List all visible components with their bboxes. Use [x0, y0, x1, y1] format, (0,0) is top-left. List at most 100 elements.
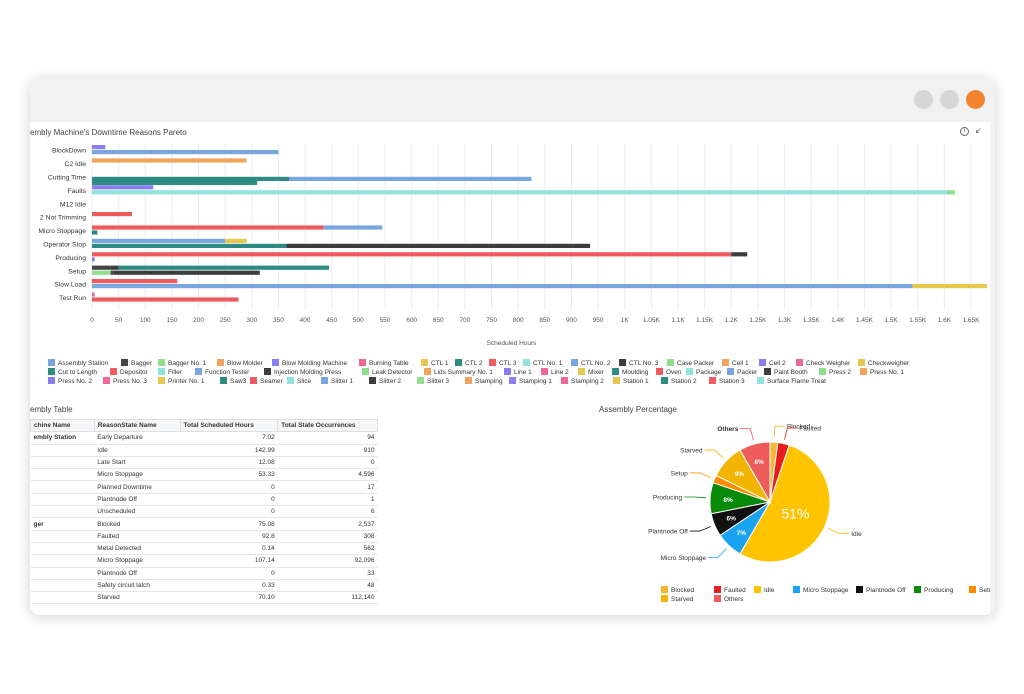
legend-item[interactable]: Slice [287, 377, 311, 386]
bar-segment[interactable] [289, 176, 532, 181]
legend-item[interactable]: Printer No. 1 [158, 377, 205, 386]
legend-item[interactable]: Press No. 2 [48, 377, 92, 386]
table-row[interactable]: Starved 70.10 112,140 [30, 591, 378, 605]
bar-segment[interactable] [92, 190, 948, 195]
table-row[interactable]: Planned Downtime 0 17 [30, 480, 378, 494]
bar-segment[interactable] [110, 265, 119, 270]
legend-item[interactable]: CTL No. 1 [523, 359, 562, 368]
legend-item[interactable]: Blow Molder [217, 359, 263, 368]
bar-segment[interactable] [92, 212, 132, 217]
bar-segment[interactable] [92, 185, 154, 190]
legend-item[interactable]: Press No. 1 [860, 368, 904, 377]
legend-item[interactable]: Case Packer [667, 359, 714, 368]
bar-segment[interactable] [92, 292, 95, 297]
legend-item[interactable]: Surface Flame Treat [757, 377, 826, 386]
info-icon[interactable]: i [960, 127, 969, 136]
legend-item[interactable]: Slitter 3 [417, 377, 449, 386]
pie-legend-item[interactable]: Idle [754, 586, 774, 595]
legend-item[interactable]: Station 3 [709, 377, 745, 386]
table-row[interactable]: Idle 142.99 910 [30, 444, 378, 457]
pie-legend-item[interactable]: Faulted [714, 586, 746, 595]
legend-item[interactable]: Station 1 [613, 377, 649, 386]
column-header-machine[interactable]: chine Name [30, 419, 95, 433]
legend-item[interactable]: Stamping 1 [509, 377, 552, 386]
legend-item[interactable]: CTL 3 [489, 359, 516, 368]
bar-segment[interactable] [92, 150, 279, 155]
bar-segment[interactable] [225, 238, 247, 243]
legend-item[interactable]: CTL No. 2 [571, 359, 610, 368]
bar-segment[interactable] [323, 225, 383, 230]
bar-segment[interactable] [113, 270, 260, 275]
legend-item[interactable]: Cell 1 [722, 359, 749, 368]
legend-item[interactable]: Slitter 1 [321, 377, 353, 386]
pie-slice[interactable] [739, 441, 771, 504]
legend-item[interactable]: Station 2 [661, 377, 697, 386]
bar-segment[interactable] [92, 145, 106, 150]
legend-item[interactable]: Blow Molding Machine [272, 359, 347, 368]
legend-item[interactable]: Seamer [250, 377, 283, 386]
bar-segment[interactable] [912, 284, 987, 289]
bar-segment[interactable] [947, 190, 956, 195]
pie-legend-item[interactable]: Others [714, 595, 744, 604]
pie-legend-item[interactable]: Plantnode Off [856, 586, 906, 595]
table-row[interactable]: ger Blocked 75.08 2,537 [30, 517, 378, 531]
legend-item[interactable]: Line 1 [504, 368, 532, 377]
bar-segment[interactable] [92, 243, 287, 248]
legend-item[interactable]: Injection Molding Press [264, 368, 341, 377]
legend-item[interactable]: Press No. 3 [103, 377, 147, 386]
pie-legend-item[interactable]: Starved [661, 595, 693, 604]
minimize-button[interactable] [914, 90, 933, 109]
pie-slice[interactable] [739, 444, 831, 563]
legend-item[interactable]: Cell 2 [759, 359, 786, 368]
table-row[interactable]: Micro Stoppage 53.33 4,596 [30, 468, 378, 482]
table-row[interactable]: Safety circuit latch 0.33 48 [30, 579, 378, 593]
table-row[interactable]: Faulted 92.8 308 [30, 530, 378, 543]
table-row[interactable]: Plantnode Off 0 33 [30, 567, 378, 580]
bar-segment[interactable] [92, 252, 732, 257]
legend-item[interactable]: Assembly Station [48, 359, 108, 368]
legend-item[interactable]: Stamping [465, 377, 502, 386]
legend-item[interactable]: Lids Summary No. 1 [424, 368, 493, 377]
legend-item[interactable]: Bagger [121, 359, 152, 368]
legend-item[interactable]: Paint Booth [764, 368, 808, 377]
bar-segment[interactable] [110, 270, 114, 275]
legend-item[interactable]: Filler [158, 368, 182, 377]
legend-item[interactable]: Cut to Length [48, 368, 97, 377]
column-header-reason[interactable]: ReasonState Name [93, 419, 181, 433]
close-button[interactable] [966, 90, 985, 109]
bar-segment[interactable] [92, 297, 239, 302]
bar-segment[interactable] [92, 284, 913, 289]
bar-segment[interactable] [118, 265, 330, 270]
legend-item[interactable]: Oven [656, 368, 682, 377]
maximize-button[interactable] [940, 90, 959, 109]
legend-item[interactable]: Package [686, 368, 721, 377]
legend-item[interactable]: Slitter 2 [369, 377, 401, 386]
table-row[interactable]: Plantnode Off 0 1 [30, 493, 378, 507]
legend-item[interactable]: Mixer [578, 368, 604, 377]
bar-segment[interactable] [92, 176, 290, 181]
legend-item[interactable]: CTL 1 [421, 359, 448, 368]
legend-item[interactable]: Checkweigher [858, 359, 909, 368]
bar-segment[interactable] [92, 270, 111, 275]
bar-segment[interactable] [92, 180, 258, 185]
legend-item[interactable]: Depositor [110, 368, 148, 377]
legend-item[interactable]: CTL No. 3 [619, 359, 658, 368]
pie-legend-item[interactable]: Micro Stoppage [793, 586, 849, 595]
bar-segment[interactable] [286, 243, 591, 248]
legend-item[interactable]: Line 2 [541, 368, 569, 377]
bar-segment[interactable] [731, 252, 748, 257]
bar-segment[interactable] [92, 265, 111, 270]
legend-item[interactable]: Saw3 [220, 377, 246, 386]
bar-segment[interactable] [92, 257, 95, 262]
bar-segment[interactable] [92, 230, 98, 235]
legend-item[interactable]: Moulding [612, 368, 648, 377]
column-header-hours[interactable]: Total Scheduled Hours [179, 419, 279, 433]
table-row[interactable]: Unscheduled 0 6 [30, 505, 378, 519]
legend-item[interactable]: Bagger No. 1 [158, 359, 206, 368]
legend-item[interactable]: CTL 2 [455, 359, 482, 368]
pie-legend-item[interactable]: Blocked [661, 586, 694, 595]
bar-segment[interactable] [92, 238, 226, 243]
pie-legend-item[interactable]: Setup [969, 586, 990, 595]
arrow-icon[interactable]: ↙ [975, 126, 982, 135]
table-row[interactable]: embly Station Early Departure 7.02 94 [30, 431, 378, 445]
